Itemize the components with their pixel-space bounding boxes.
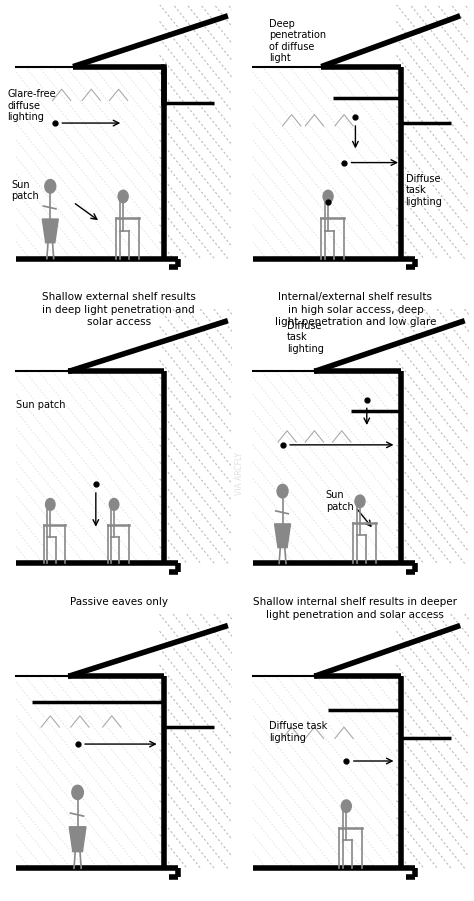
Circle shape (118, 190, 128, 203)
Text: Diffuse
task
lighting: Diffuse task lighting (287, 321, 324, 354)
Circle shape (46, 498, 55, 510)
Text: Diffuse task
lighting: Diffuse task lighting (269, 722, 327, 743)
Text: Sun patch: Sun patch (16, 400, 65, 410)
Text: Sun
patch: Sun patch (326, 490, 354, 512)
Text: Passive eaves only: Passive eaves only (70, 597, 168, 607)
Polygon shape (274, 523, 291, 548)
Polygon shape (42, 219, 58, 242)
Circle shape (72, 786, 83, 799)
Text: Glare-free
diffuse
lighting: Glare-free diffuse lighting (7, 89, 55, 123)
Text: Internal/external shelf results
in high solar access, deep
light penetration and: Internal/external shelf results in high … (275, 293, 436, 327)
Circle shape (109, 498, 119, 510)
Polygon shape (69, 827, 86, 851)
Text: Deep
penetration
of diffuse
light: Deep penetration of diffuse light (269, 19, 326, 63)
Circle shape (323, 190, 333, 203)
Text: Sun
patch: Sun patch (11, 179, 39, 201)
Text: Diffuse
task
lighting: Diffuse task lighting (405, 174, 442, 207)
Circle shape (341, 800, 351, 813)
Text: VIA ARCFLY: VIA ARCFLY (235, 451, 244, 495)
Circle shape (45, 179, 56, 193)
Circle shape (355, 496, 365, 507)
Circle shape (277, 485, 288, 498)
Text: Shallow external shelf results
in deep light penetration and
solar access: Shallow external shelf results in deep l… (42, 293, 196, 327)
Text: Shallow internal shelf results in deeper
light penetration and solar access: Shallow internal shelf results in deeper… (254, 597, 457, 620)
